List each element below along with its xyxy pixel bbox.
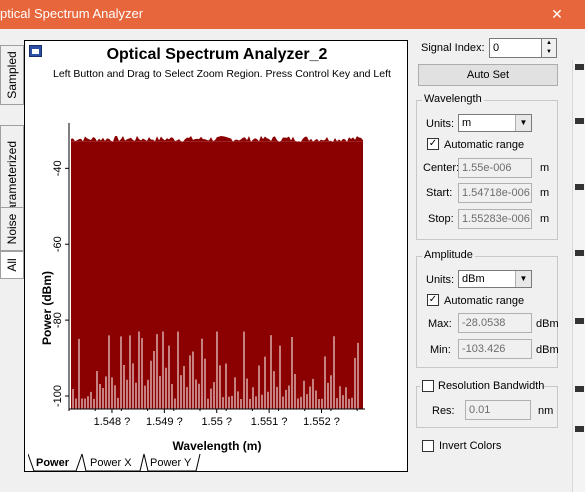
x-tick-label: 1.551 ?	[251, 416, 288, 428]
wavelength-units-value: m	[462, 117, 471, 129]
signal-index-spinner[interactable]: ▲ ▼	[541, 38, 557, 58]
y-tick-label: -60	[52, 236, 64, 252]
strip-marker	[575, 250, 584, 256]
wavelength-units-select[interactable]: m ▼	[458, 114, 532, 132]
spectrum-plot-panel: Optical Spectrum Analyzer_2 Left Button …	[24, 40, 408, 472]
window-title: ptical Spectrum Analyzer	[0, 6, 143, 21]
wavelength-auto-range-label: Automatic range	[444, 139, 524, 151]
x-tick-label: 1.548 ?	[94, 416, 131, 428]
tab-power-y[interactable]: Power Y	[144, 455, 191, 472]
amplitude-units-label: Units:	[426, 274, 454, 286]
chevron-down-icon[interactable]: ▼	[515, 271, 531, 287]
tab-power-x[interactable]: Power X	[84, 455, 132, 472]
tab-all[interactable]: All	[0, 251, 24, 279]
tab-noise-label: Noise	[5, 214, 19, 245]
res-input[interactable]: 0.01	[465, 400, 531, 420]
tab-sampled[interactable]: Sampled	[0, 45, 24, 105]
max-input[interactable]: -28.0538	[458, 313, 532, 333]
min-label: Min:	[430, 344, 451, 356]
min-unit: dBm	[536, 344, 559, 356]
start-unit: m	[540, 187, 549, 199]
amplitude-units-select[interactable]: dBm ▼	[458, 270, 532, 288]
right-edge-strip	[572, 60, 585, 492]
signal-index-label: Signal Index:	[421, 42, 485, 54]
close-icon[interactable]: ✕	[546, 4, 568, 24]
y-axis-title: Power (dBm)	[40, 258, 54, 358]
invert-colors-checkbox[interactable]	[422, 440, 434, 452]
x-tick-label: 1.552 ?	[303, 416, 340, 428]
strip-marker	[575, 426, 584, 432]
strip-marker	[575, 184, 584, 190]
strip-marker	[575, 64, 584, 70]
max-label: Max:	[428, 318, 452, 330]
signal-index-input[interactable]: 0	[489, 38, 543, 58]
amplitude-legend: Amplitude	[422, 249, 475, 261]
resolution-bandwidth-label: Resolution Bandwidth	[438, 380, 544, 392]
wavelength-legend: Wavelength	[422, 93, 484, 105]
center-label: Center:	[423, 162, 459, 174]
center-input[interactable]: 1.55e-006	[458, 158, 532, 178]
spin-up-icon[interactable]: ▲	[542, 39, 556, 48]
amplitude-units-value: dBm	[462, 273, 485, 285]
chevron-down-icon[interactable]: ▼	[515, 115, 531, 131]
tab-power[interactable]: Power	[30, 455, 69, 472]
x-axis-title: Wavelength (m)	[25, 439, 409, 453]
stop-label: Stop:	[428, 213, 454, 225]
resolution-bandwidth-checkbox[interactable]	[422, 380, 434, 392]
y-tick-label: -100	[52, 385, 64, 407]
stop-input[interactable]: 1.55283e-006	[458, 209, 532, 229]
max-unit: dBm	[536, 318, 559, 330]
tab-noise[interactable]: Noise	[0, 207, 24, 251]
wavelength-units-label: Units:	[426, 118, 454, 130]
amplitude-auto-range-checkbox[interactable]: ✓	[427, 294, 439, 306]
center-unit: m	[540, 162, 549, 174]
strip-marker	[575, 118, 584, 124]
res-label: Res:	[432, 405, 455, 417]
start-label: Start:	[426, 187, 452, 199]
spin-down-icon[interactable]: ▼	[542, 48, 556, 57]
x-tick-label: 1.549 ?	[146, 416, 183, 428]
invert-colors-label: Invert Colors	[439, 440, 501, 452]
stop-unit: m	[540, 213, 549, 225]
x-tick-label: 1.55 ?	[201, 416, 232, 428]
y-tick-label: -40	[52, 160, 64, 176]
tab-sampled-label: Sampled	[5, 51, 19, 98]
tab-all-label: All	[5, 258, 19, 271]
auto-set-button[interactable]: Auto Set	[418, 64, 558, 86]
start-input[interactable]: 1.54718e-006	[458, 183, 532, 203]
min-input[interactable]: -103.426	[458, 339, 532, 359]
res-unit: nm	[538, 405, 553, 417]
strip-marker	[575, 386, 584, 392]
title-bar: ptical Spectrum Analyzer ✕	[0, 0, 585, 29]
wavelength-auto-range-checkbox[interactable]: ✓	[427, 138, 439, 150]
strip-marker	[575, 318, 584, 324]
amplitude-auto-range-label: Automatic range	[444, 295, 524, 307]
